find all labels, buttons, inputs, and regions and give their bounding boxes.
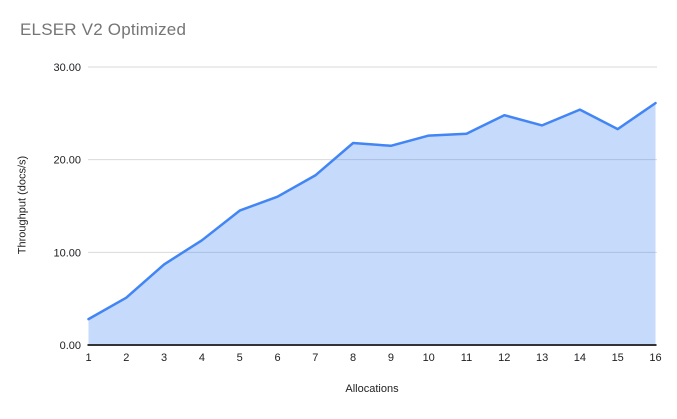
- x-axis-title: Allocations: [345, 383, 399, 395]
- x-tick-label: 11: [461, 352, 472, 364]
- x-tick-label: 10: [423, 352, 435, 364]
- x-tick-label: 12: [498, 352, 510, 364]
- x-tick-label: 9: [388, 352, 394, 364]
- x-tick-label: 15: [612, 352, 624, 364]
- x-tick-label: 2: [123, 352, 129, 364]
- y-tick-label: 10.00: [53, 247, 81, 259]
- y-tick-label: 30.00: [53, 62, 81, 74]
- x-tick-label: 14: [574, 352, 586, 364]
- x-tick-label: 8: [350, 352, 356, 364]
- series-line: [87, 101, 657, 321]
- y-tick-label: 0.00: [60, 340, 81, 352]
- y-tick-label: 20.00: [53, 155, 81, 167]
- chart-title: ELSER V2 Optimized: [20, 20, 187, 39]
- x-tick-label: 4: [199, 352, 205, 364]
- x-tick-label: 5: [237, 352, 243, 364]
- x-tick-label: 13: [536, 352, 548, 364]
- x-tick-label: 16: [649, 352, 661, 364]
- x-tick-label: 6: [274, 352, 280, 364]
- area-fill: [88, 103, 656, 345]
- x-tick-label: 1: [85, 352, 91, 364]
- x-tick-label: 7: [312, 352, 318, 364]
- x-tick-label: 3: [161, 352, 167, 364]
